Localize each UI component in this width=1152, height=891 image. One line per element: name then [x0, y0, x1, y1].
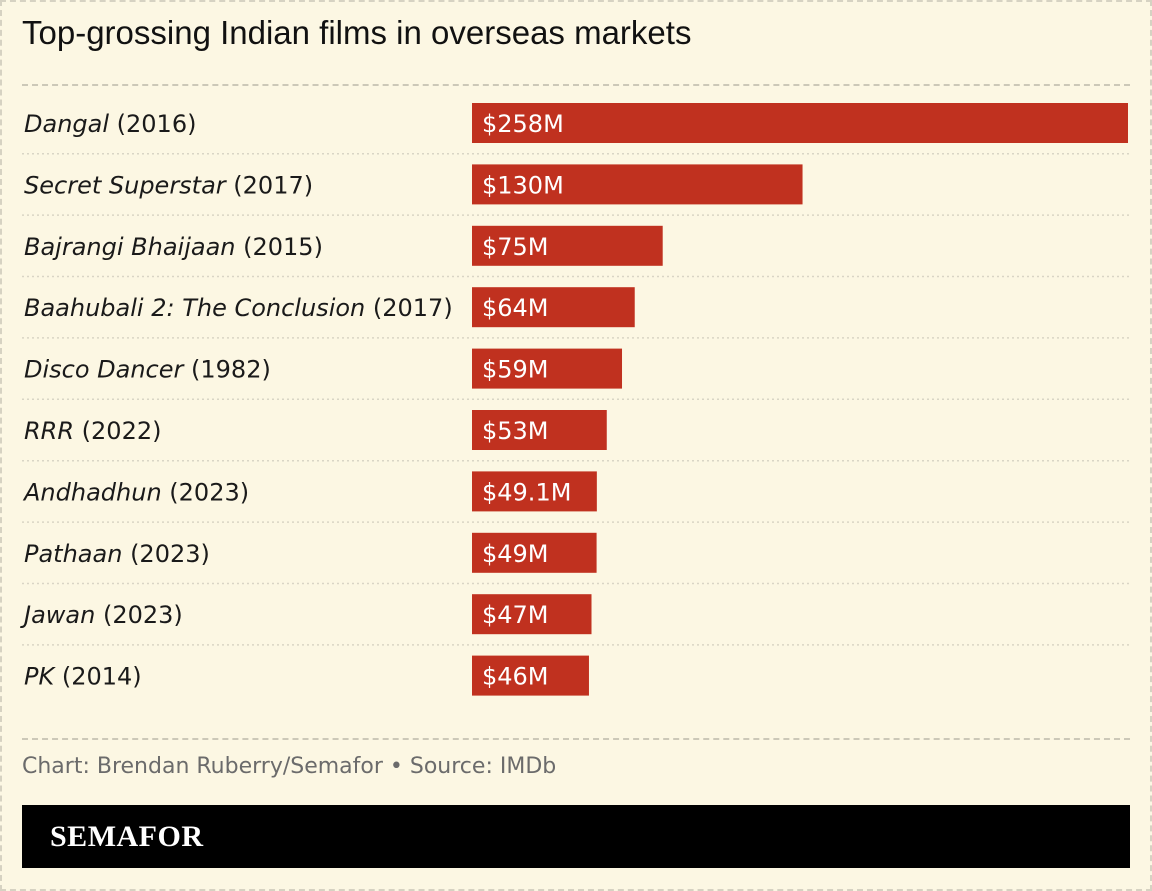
bottom-divider	[22, 738, 1130, 740]
brand-logo: SEMAFOR	[50, 820, 204, 853]
film-year: (2015)	[236, 233, 323, 261]
film-title: Bajrangi Bhaijaan	[24, 233, 236, 261]
bar-value-label: $49.1M	[482, 478, 571, 506]
category-label: Dangal (2016)	[24, 110, 196, 138]
bar-value-label: $59M	[482, 356, 549, 384]
bar	[472, 471, 597, 512]
film-title: PK	[24, 663, 56, 691]
film-title: RRR	[24, 417, 74, 445]
film-title: Pathaan	[24, 540, 122, 568]
film-title: Dangal	[24, 110, 109, 138]
bar-value-label: $130M	[482, 171, 564, 199]
category-label: PK (2014)	[24, 663, 142, 691]
bar	[472, 164, 803, 205]
bar-value-label: $46M	[482, 663, 549, 691]
film-title: Disco Dancer	[24, 356, 186, 384]
bar-chart: Dangal (2016) Secret Superstar (2017) Bajr…	[20, 103, 1130, 696]
category-label: RRR (2022)	[24, 417, 161, 445]
source-credit: Chart: Brendan Ruberry/Semafor • Source:…	[22, 754, 557, 779]
category-label: Secret Superstar (2017)	[24, 171, 313, 199]
bar	[472, 594, 592, 635]
film-title: Secret Superstar	[24, 171, 228, 199]
bar	[472, 655, 589, 696]
bar	[472, 225, 663, 266]
film-year: (2022)	[74, 417, 161, 445]
bar-value-label: $47M	[482, 601, 549, 629]
footer-bar: SEMAFOR	[22, 805, 1130, 868]
film-year: (2023)	[162, 478, 249, 506]
category-label: Andhadhun (2023)	[22, 478, 249, 506]
bar-value-label: $64M	[482, 294, 549, 322]
bar-value-label: $258M	[482, 110, 564, 138]
category-label: Jawan (2023)	[20, 601, 183, 629]
film-title: Andhadhun	[22, 478, 162, 506]
bar	[472, 410, 607, 450]
bar-value-label: $75M	[482, 233, 549, 261]
category-label: Pathaan (2023)	[24, 540, 210, 568]
film-year: (2014)	[54, 663, 141, 691]
bar	[472, 287, 635, 328]
film-year: (2016)	[109, 110, 196, 138]
film-title: Baahubali 2: The Conclusion	[24, 294, 365, 322]
film-year: (2017)	[365, 294, 452, 322]
bar-value-label: $53M	[482, 417, 549, 445]
chart-title: Top-grossing Indian films in overseas ma…	[22, 14, 692, 51]
film-year: (2023)	[122, 540, 209, 568]
film-title: Jawan	[20, 601, 95, 629]
bar-value-labels: $258M $130M $75M $64M $59M $53M $49.1M $49M $47M…	[482, 110, 571, 691]
film-year: (2023)	[95, 601, 182, 629]
film-year: (2017)	[226, 171, 313, 199]
bar-value-label: $49M	[482, 540, 549, 568]
category-label: Baahubali 2: The Conclusion (2017)	[24, 294, 453, 322]
bar	[472, 348, 623, 389]
film-year: (1982)	[183, 356, 270, 384]
bar	[472, 532, 597, 573]
category-label: Disco Dancer (1982)	[24, 356, 271, 384]
bars	[472, 103, 1128, 696]
category-labels: Dangal (2016) Secret Superstar (2017) Bajr…	[20, 110, 453, 691]
top-divider	[22, 84, 1130, 86]
bar	[472, 103, 1128, 143]
category-label: Bajrangi Bhaijaan (2015)	[24, 233, 323, 261]
